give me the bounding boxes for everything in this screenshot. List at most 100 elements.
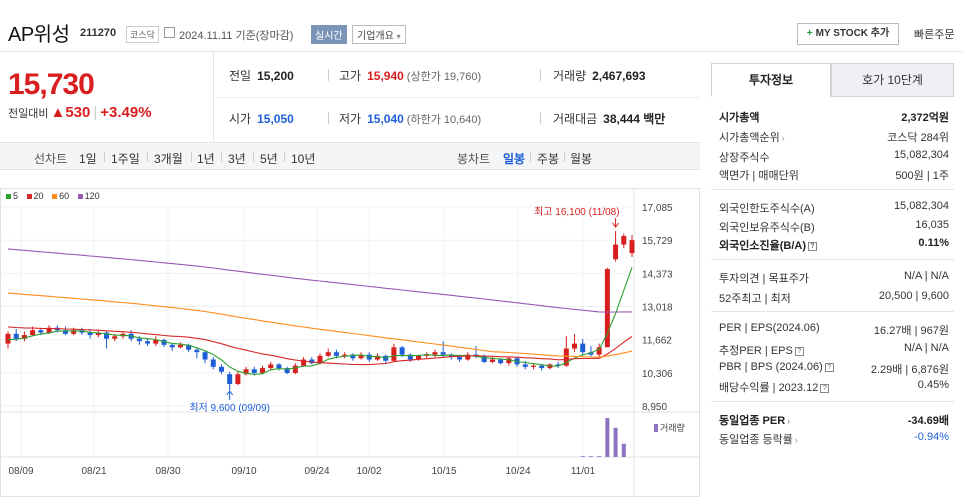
candlestick-chart-svg: 17,085 15,729 14,373 13,018 11,662 10,306 8,95… xyxy=(0,188,700,497)
candle-body xyxy=(629,240,635,254)
candle-weekly[interactable]: 주봉 xyxy=(537,152,560,166)
div-label-wrap: 배당수익률 | 2023.12? xyxy=(719,379,830,395)
x-tick-label: 10/02 xyxy=(356,466,381,477)
x-tick-label: 09/24 xyxy=(304,466,329,477)
high-value: 15,940 xyxy=(367,69,404,83)
rank-label-wrap: 시가총액순위 › xyxy=(719,129,785,145)
candle-body xyxy=(539,365,545,369)
quick-order-link[interactable]: 빠른주문 xyxy=(914,29,955,41)
x-tick-label: 10/24 xyxy=(505,466,530,477)
high-label: 고가 xyxy=(339,69,362,83)
candle-body xyxy=(309,359,315,364)
candle-body xyxy=(391,347,397,361)
foreign-ratio-label-wrap: 외국인소진율(B/A)? xyxy=(719,237,817,253)
ma120-line xyxy=(7,248,632,313)
period-3m[interactable]: 3개월 xyxy=(154,152,183,166)
y-tick-label: 10,306 xyxy=(642,369,673,380)
period-1w[interactable]: 1주일 xyxy=(111,152,140,166)
price-change: 전일대비 ▲530 | +3.49% xyxy=(8,104,152,121)
candle-body xyxy=(104,332,110,339)
candle-body xyxy=(481,355,487,362)
help-icon[interactable]: ? xyxy=(820,383,830,393)
my-stock-add-button[interactable]: + MY STOCK 추가 xyxy=(797,23,899,45)
candle-body xyxy=(186,344,192,350)
period-5y[interactable]: 5년 xyxy=(260,152,278,166)
ma5-line xyxy=(7,267,633,375)
amount-value: 38,444 xyxy=(603,112,640,126)
change-percent: +3.49% xyxy=(100,104,152,121)
prev-close: 전일 15,200 xyxy=(229,67,294,84)
candle-daily[interactable]: 일봉 xyxy=(503,152,526,166)
pbr-value: 2.29배 | 6,876원 xyxy=(870,364,949,376)
sep xyxy=(147,152,148,162)
volume: 거래량 2,467,693 xyxy=(553,67,646,84)
legend-ma120: 120 xyxy=(84,191,100,201)
sep xyxy=(191,152,192,162)
foreign-ratio-value: 0.11% xyxy=(918,237,949,249)
period-3y[interactable]: 3년 xyxy=(228,152,246,166)
period-1d[interactable]: 1일 xyxy=(79,152,97,166)
chevron-right-icon: › xyxy=(794,435,798,445)
candle-body xyxy=(301,359,307,366)
ma20-line xyxy=(7,326,633,366)
price-chart[interactable]: 5 20 60 120 17,085 15,729 14,373 13,018 11,6… xyxy=(0,170,700,497)
week52-label: 52주최고 | 최저 xyxy=(719,293,791,305)
chevron-right-icon: › xyxy=(787,416,791,426)
up-triangle-icon: ▲ xyxy=(50,104,66,121)
volume-bar xyxy=(605,418,610,457)
low-value: 15,040 xyxy=(367,112,404,126)
legend-ma60: 60 xyxy=(59,191,70,201)
opinion-value: N/A | N/A xyxy=(903,270,949,282)
prev-value: 15,200 xyxy=(257,69,294,83)
help-icon[interactable]: ? xyxy=(824,362,834,372)
y-tick-label: 17,085 xyxy=(642,203,673,214)
help-icon[interactable]: ? xyxy=(794,346,804,356)
tab-orderbook[interactable]: 호가 10단계 xyxy=(831,63,954,97)
candle-body xyxy=(243,369,249,375)
lower-value: 10,640) xyxy=(443,114,482,126)
candle-body xyxy=(235,374,241,384)
volume-label: 거래량 xyxy=(553,69,587,83)
candle-body xyxy=(5,333,11,344)
volume-bar xyxy=(597,456,602,457)
trade-amount: 거래대금 38,444 백만 xyxy=(553,110,665,127)
base-date: 2024.11.11 기준(장마감) xyxy=(179,30,294,42)
stock-name: AP위성 xyxy=(8,24,70,46)
tab-investment-info[interactable]: 투자정보 xyxy=(711,63,831,97)
candle-body xyxy=(416,355,422,360)
foreign-hold-label: 외국인보유주식수(B) xyxy=(719,222,815,234)
realtime-button[interactable]: 실시간 xyxy=(311,25,347,44)
company-info-dropdown[interactable]: 기업개요 ▾ xyxy=(352,25,406,44)
market-badge: 코스닥 xyxy=(126,26,159,43)
candle-body xyxy=(563,348,569,366)
per-label: PER | EPS(2024.06) xyxy=(719,322,820,334)
candle-body xyxy=(432,352,438,355)
candle-body xyxy=(251,369,257,373)
chevron-right-icon: › xyxy=(781,133,785,143)
div-value: 0.45% xyxy=(917,379,949,391)
candle-body xyxy=(260,368,266,373)
change-separator: | xyxy=(93,104,98,121)
ind-per-label-wrap: 동일업종 PER › xyxy=(719,412,790,428)
candle-body xyxy=(522,364,528,367)
candle-body xyxy=(498,359,504,364)
sep xyxy=(328,69,329,81)
sep xyxy=(564,152,565,162)
par-value: 500원 | 1주 xyxy=(895,170,949,182)
sep xyxy=(530,152,531,162)
candle-body xyxy=(30,330,36,336)
candle-body xyxy=(350,354,356,359)
upper-value: 19,760) xyxy=(443,71,482,83)
volume-legend-swatch xyxy=(654,424,658,432)
candle-body xyxy=(62,330,68,334)
est-value: N/A | N/A xyxy=(903,342,949,354)
candle-body xyxy=(177,344,183,348)
calendar-icon xyxy=(164,27,175,38)
x-tick-label: 11/01 xyxy=(571,466,596,477)
volume-bar xyxy=(613,427,618,457)
help-icon[interactable]: ? xyxy=(808,241,817,251)
volume-bar xyxy=(621,443,626,457)
candle-monthly[interactable]: 월봉 xyxy=(570,152,593,166)
period-10y[interactable]: 10년 xyxy=(291,152,316,166)
period-1y[interactable]: 1년 xyxy=(197,152,215,166)
